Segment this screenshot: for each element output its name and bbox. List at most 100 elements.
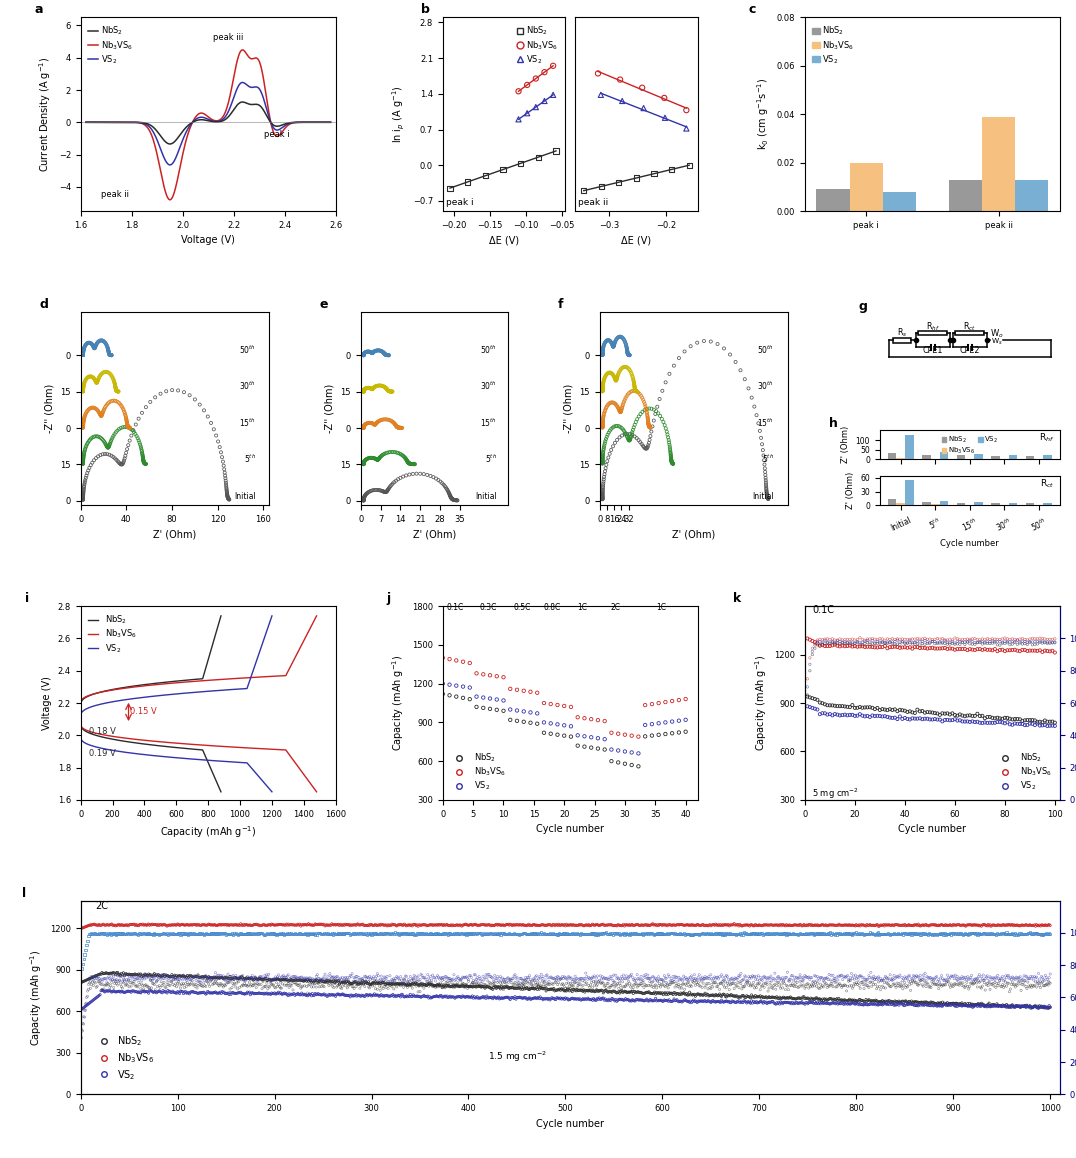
Point — [213, 975, 230, 994]
Point — [94, 924, 111, 943]
Point — [892, 974, 909, 992]
Point — [527, 924, 544, 943]
Point — [629, 925, 647, 944]
Point — [883, 632, 901, 651]
Point — [605, 367, 622, 386]
Point — [323, 974, 340, 992]
Point — [584, 979, 601, 997]
Point — [447, 916, 464, 935]
Point — [597, 923, 614, 941]
Point — [761, 992, 778, 1011]
Point — [841, 698, 859, 717]
Point — [905, 995, 922, 1013]
Point — [241, 983, 258, 1002]
Point — [813, 990, 831, 1009]
Point — [102, 915, 119, 933]
Point — [754, 925, 771, 944]
Point — [443, 489, 461, 507]
Point — [445, 491, 463, 510]
Point — [422, 975, 439, 994]
Point — [475, 977, 492, 996]
Point — [368, 342, 385, 360]
Point — [902, 924, 919, 943]
Point — [74, 450, 91, 469]
Point — [994, 975, 1011, 994]
Point — [945, 996, 962, 1014]
Point — [355, 489, 372, 507]
Point — [960, 996, 977, 1014]
Point — [174, 924, 192, 943]
Point — [419, 975, 436, 994]
Point — [107, 378, 124, 396]
Y-axis label: Capacity (mAh g$^{-1}$): Capacity (mAh g$^{-1}$) — [29, 950, 44, 1046]
Point — [536, 973, 553, 991]
Point — [798, 975, 816, 994]
Point — [485, 924, 502, 943]
Point — [551, 989, 568, 1007]
Point — [784, 916, 802, 935]
Point — [356, 380, 373, 398]
Point — [819, 979, 836, 997]
Point — [967, 996, 985, 1014]
Point — [1044, 633, 1061, 652]
Point — [926, 969, 944, 988]
Point — [547, 981, 564, 999]
Point — [383, 382, 400, 401]
Point — [596, 982, 613, 1001]
Point — [606, 335, 623, 353]
Point — [363, 380, 380, 398]
Point — [869, 916, 887, 935]
Point — [477, 968, 494, 987]
Point — [74, 454, 91, 472]
Point — [594, 416, 611, 434]
Point — [657, 969, 675, 988]
Point — [502, 925, 520, 944]
Point — [495, 989, 512, 1007]
Point — [514, 972, 532, 990]
Point — [184, 967, 201, 985]
Point — [363, 925, 380, 944]
Point — [448, 491, 465, 510]
Point — [765, 994, 782, 1012]
Point — [944, 704, 961, 723]
Point — [969, 916, 987, 935]
Point — [509, 916, 526, 935]
Point — [407, 974, 424, 992]
Point — [942, 711, 959, 730]
Point — [356, 452, 373, 470]
Point — [797, 977, 815, 996]
Point — [528, 714, 546, 733]
Point — [953, 916, 971, 935]
Point — [590, 916, 607, 935]
Point — [365, 415, 382, 433]
Point — [252, 969, 269, 988]
Point — [773, 992, 790, 1011]
Point — [824, 696, 841, 714]
Point — [759, 489, 776, 507]
Point — [944, 639, 961, 658]
Point — [634, 437, 651, 455]
Point — [781, 994, 798, 1012]
Point — [652, 924, 669, 943]
Point — [614, 394, 632, 412]
Point — [821, 965, 838, 983]
Point — [223, 985, 240, 1004]
Point — [836, 632, 853, 651]
Point — [475, 698, 492, 717]
Point — [919, 996, 936, 1014]
Point — [218, 973, 236, 991]
Point — [725, 970, 742, 989]
Point — [619, 983, 636, 1002]
Point — [487, 977, 505, 996]
Point — [928, 924, 945, 943]
Point — [380, 987, 397, 1005]
Point — [74, 418, 91, 437]
Point — [865, 995, 882, 1013]
Point — [560, 916, 577, 935]
Point — [355, 491, 372, 510]
Point — [893, 992, 910, 1011]
Point — [508, 681, 525, 699]
Point — [184, 972, 201, 990]
Point — [272, 970, 289, 989]
Point — [335, 985, 352, 1004]
